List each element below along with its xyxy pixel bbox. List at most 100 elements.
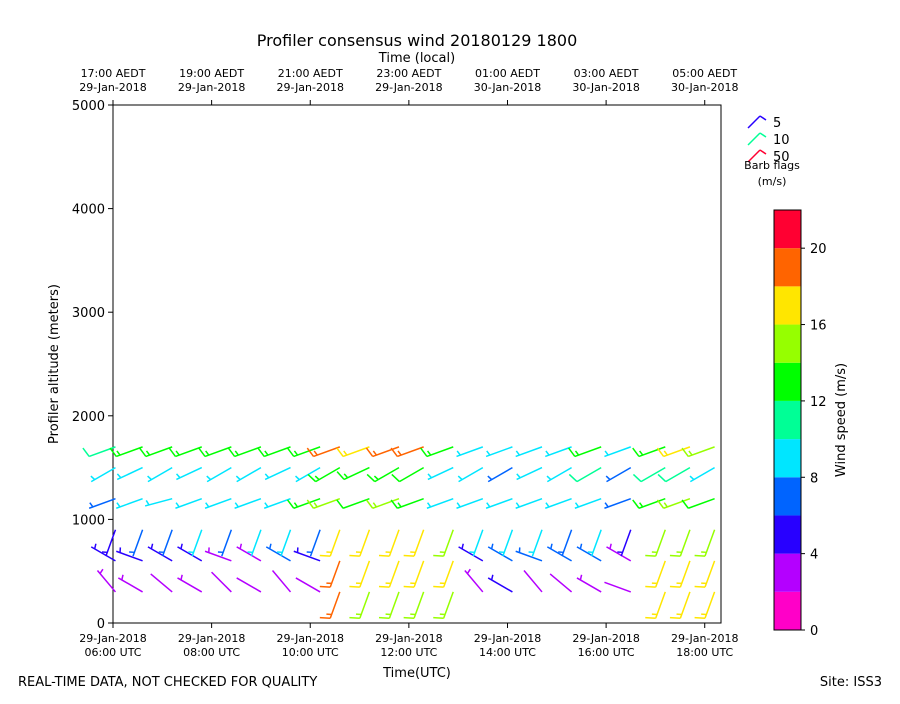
barb-feather — [367, 474, 375, 481]
barb-shaft — [705, 592, 715, 618]
barb-feather — [288, 500, 294, 508]
barb-shaft — [705, 561, 715, 587]
wind-barb — [577, 575, 601, 592]
wind-barb — [349, 592, 369, 618]
wind-barb — [569, 468, 601, 482]
barb-feather — [349, 587, 359, 588]
wind-barb — [604, 499, 630, 509]
barb-shaft — [488, 468, 512, 482]
barb-feather — [337, 448, 343, 456]
wind-barb — [606, 468, 631, 482]
barb-shaft — [397, 499, 423, 509]
barb-shaft — [360, 530, 370, 556]
colorbar-segment — [774, 439, 801, 477]
barb-feather — [689, 451, 692, 455]
wind-barb — [488, 468, 513, 482]
barb-shaft — [212, 572, 232, 592]
wind-barb — [550, 574, 571, 592]
colorbar-segment — [774, 401, 801, 439]
barb-shaft — [237, 578, 261, 592]
y-tick-label: 0 — [97, 617, 105, 632]
colorbar-segment — [774, 592, 801, 630]
barb-shaft — [251, 530, 261, 556]
barb-shaft — [316, 468, 340, 482]
barb-feather — [349, 555, 359, 556]
barb-feather — [695, 618, 705, 619]
site-label: Site: ISS3 — [820, 675, 882, 690]
barb-shaft — [397, 447, 423, 457]
barb-shaft — [273, 570, 291, 591]
barb-feather — [235, 451, 238, 455]
colorbar-segment — [774, 363, 801, 401]
barb-shaft — [656, 561, 666, 587]
barb-feather — [288, 448, 294, 456]
wind-barb — [428, 468, 453, 480]
barb-feather — [265, 474, 268, 478]
barb-shaft — [344, 468, 369, 480]
colorbar-tick-label: 16 — [810, 319, 827, 334]
wind-barb — [404, 561, 424, 587]
barb-shaft — [343, 447, 369, 457]
wind-barb — [517, 468, 542, 480]
barb-shaft — [175, 499, 201, 509]
wind-barb — [433, 561, 453, 587]
wind-barb — [617, 530, 630, 556]
barb-feather — [610, 544, 611, 549]
wind-barb — [235, 499, 261, 509]
barb-feather — [487, 503, 490, 507]
barb-shaft — [664, 499, 690, 509]
colorbar-segment — [774, 515, 801, 553]
barb-shaft — [91, 468, 115, 482]
barb-shaft — [389, 561, 399, 587]
y-tick-label: 3000 — [72, 306, 105, 321]
barb-shaft — [427, 499, 453, 509]
barb-shaft — [604, 499, 630, 509]
wind-barb — [337, 468, 369, 480]
barb-feather — [633, 448, 639, 456]
barb-feather — [640, 503, 643, 507]
barb-shaft — [680, 592, 690, 618]
wind-barb — [545, 447, 571, 457]
colorbar-segment — [774, 477, 801, 515]
wind-barb — [207, 468, 232, 482]
colorbar-tick-label: 12 — [810, 395, 827, 410]
colorbar-tick-label: 4 — [810, 548, 818, 563]
wind-barb — [159, 530, 172, 556]
wind-barb — [178, 575, 202, 592]
barb-feather — [551, 544, 552, 549]
wind-barb — [516, 547, 542, 560]
barb-feather — [695, 555, 705, 556]
barb-feather — [181, 544, 182, 549]
barb-feather — [366, 500, 372, 508]
barb-feather — [100, 569, 103, 573]
barb-shaft — [89, 499, 115, 509]
wind-barb — [404, 592, 424, 618]
barb-feather — [428, 474, 431, 478]
barb-shaft — [604, 447, 630, 457]
wind-barb — [633, 468, 665, 482]
barb-shaft — [360, 561, 370, 587]
barb-feather — [457, 451, 460, 455]
barb-shaft — [330, 592, 340, 618]
barb-feather — [265, 451, 268, 455]
wind-barb — [488, 575, 512, 592]
barb-shaft — [516, 499, 542, 509]
barb-feather — [398, 451, 401, 455]
wind-barb — [670, 530, 690, 556]
wind-barb — [421, 447, 454, 457]
wind-barb — [199, 447, 232, 457]
wind-barb — [212, 572, 232, 592]
barb-feather — [235, 503, 238, 507]
wind-barb — [308, 468, 340, 482]
wind-barb — [307, 447, 340, 457]
wind-barb — [236, 468, 261, 482]
wind-barb — [379, 561, 399, 587]
colorbar-label: Wind speed (m/s) — [834, 363, 849, 477]
wind-barb — [176, 468, 201, 480]
barb-feather — [658, 474, 666, 481]
wind-barb — [469, 530, 482, 556]
wind-barb — [433, 592, 453, 618]
colorbar-tick-label: 0 — [810, 624, 818, 639]
wind-barb — [110, 447, 143, 457]
barb-feather — [457, 503, 460, 507]
